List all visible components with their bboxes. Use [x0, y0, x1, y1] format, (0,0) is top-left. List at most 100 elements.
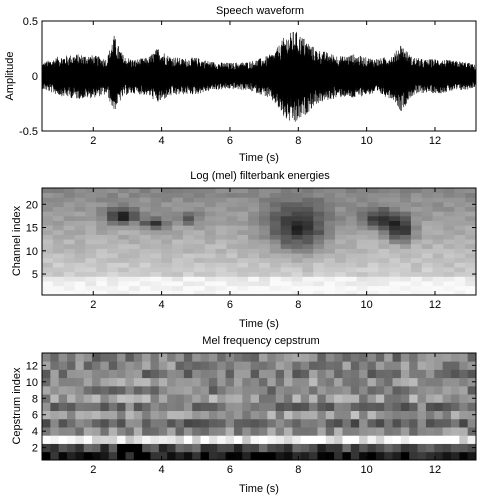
filterbank-cell: [226, 197, 238, 203]
filterbank-cell: [432, 262, 444, 268]
filterbank-cell: [215, 281, 227, 287]
cepstrum-cell: [275, 361, 285, 370]
filterbank-cell: [454, 239, 466, 245]
cepstrum-cell: [133, 418, 143, 428]
filterbank-cell: [259, 248, 271, 254]
filterbank-cell: [96, 201, 108, 208]
cepstrum-cell: [359, 377, 368, 387]
cepstrum-cell: [83, 377, 93, 387]
cepstrum-cell: [284, 369, 293, 379]
filterbank-cell: [302, 239, 314, 245]
cepstrum-cell: [409, 451, 418, 461]
filterbank-cell: [74, 201, 86, 208]
cepstrum-cell: [158, 427, 168, 436]
filterbank-cell: [117, 188, 130, 194]
cepstrum-cell: [58, 385, 68, 395]
filterbank-cell: [85, 201, 97, 208]
filterbank-cell: [454, 253, 466, 259]
cepstrum-cell: [300, 361, 310, 370]
filterbank-cell: [410, 276, 423, 282]
cepstrum-cell: [350, 402, 360, 412]
filterbank-cell: [248, 243, 260, 249]
filterbank-cell: [378, 197, 390, 203]
filterbank-cell: [378, 253, 390, 259]
cepstrum-cell: [42, 451, 51, 461]
filterbank-cell: [74, 243, 86, 249]
cepstrum-cell: [434, 361, 444, 370]
filterbank-cell: [367, 262, 379, 268]
filterbank-cell: [193, 243, 206, 249]
cepstrum-cell: [150, 369, 160, 379]
filterbank-cell: [259, 197, 271, 203]
filterbank-cell: [280, 215, 292, 221]
cepstrum-cell: [175, 402, 185, 412]
cepstrum-cell: [217, 435, 227, 444]
filterbank-cell: [432, 197, 444, 203]
cepstrum-cell: [259, 394, 268, 403]
cepstrum-cell: [375, 451, 385, 461]
cepstrum-cell: [267, 451, 277, 461]
cepstrum-cell: [284, 361, 293, 370]
cepstrum-cell: [325, 427, 335, 436]
cepstrum-cell: [83, 385, 93, 395]
filterbank-cell: [259, 201, 271, 208]
cepstrum-cell: [208, 353, 218, 362]
cepstrum-cell: [459, 385, 469, 395]
cepstrum-cell: [284, 435, 293, 444]
cepstrum-cell: [267, 369, 277, 379]
cepstrum-cell: [150, 410, 160, 420]
cepstrum-cell: [267, 385, 277, 395]
cepstrum-cell: [142, 377, 151, 387]
filterbank-cell: [389, 229, 401, 235]
cepstrum-cell: [200, 377, 210, 387]
cepstrum-cell: [409, 435, 418, 444]
filterbank-cell: [443, 248, 455, 254]
filterbank-cell: [443, 206, 455, 212]
cepstrum-cell: [50, 427, 60, 436]
filterbank-cell: [356, 188, 368, 194]
filterbank-cell: [389, 234, 401, 240]
cepstrum-cell: [50, 410, 60, 420]
cepstrum-cell: [392, 377, 402, 387]
filterbank-cell: [389, 225, 401, 231]
filterbank-cell: [128, 253, 141, 259]
cepstrum-cell: [125, 410, 135, 420]
cepstrum-cell: [217, 394, 227, 403]
filterbank-cell: [150, 262, 162, 268]
filterbank-cell: [215, 257, 227, 263]
filterbank-cell: [443, 281, 455, 287]
cepstrum-cell: [259, 377, 268, 387]
filterbank-cell: [313, 211, 325, 217]
cepstrum-cell: [350, 435, 360, 444]
filterbank-cell: [378, 239, 390, 245]
cepstrum-cell: [417, 361, 427, 370]
filterbank-cell: [117, 253, 130, 259]
cepstrum-cell: [400, 427, 410, 436]
cepstrum-cell: [434, 435, 444, 444]
cepstrum-cell: [125, 394, 135, 403]
cepstrum-cell: [425, 451, 435, 461]
filterbank-cell: [410, 262, 423, 268]
filterbank-cell: [378, 262, 390, 268]
cepstrum-cell: [350, 361, 360, 370]
filterbank-cell: [324, 239, 336, 245]
cepstrum-cell: [208, 394, 218, 403]
filterbank-cell: [345, 257, 358, 263]
filterbank-cell: [183, 188, 195, 194]
filterbank-cell: [74, 225, 86, 231]
cepstrum-cell: [217, 443, 227, 453]
cepstrum-cell: [375, 377, 385, 387]
filterbank-cell: [421, 211, 433, 217]
filterbank-cell: [421, 248, 433, 254]
filterbank-cell: [291, 253, 303, 259]
filterbank-cell: [52, 285, 65, 291]
cepstrum-cell: [225, 385, 235, 395]
filterbank-cell: [63, 243, 75, 249]
filterbank-cell: [42, 262, 54, 268]
filterbank-cell: [324, 262, 336, 268]
cepstrum-cell: [158, 402, 168, 412]
filterbank-cell: [389, 276, 401, 282]
filterbank-ytick-label: 20: [26, 199, 38, 211]
filterbank-cell: [193, 215, 206, 221]
cepstrum-cell: [158, 443, 168, 453]
